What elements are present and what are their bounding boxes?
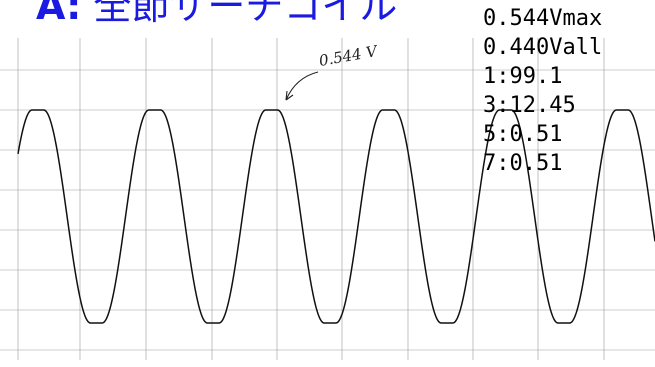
readout-harmonic-3: 3:12.45 xyxy=(483,93,576,118)
chart-title: A: 全節サーチコイル xyxy=(36,0,397,26)
waveform-trace xyxy=(17,109,655,324)
grid xyxy=(0,38,655,360)
readout-harmonic-1: 1:99.1 xyxy=(483,64,563,89)
readout-harmonic-5: 5:0.51 xyxy=(483,122,563,147)
peak-annotation-arrow xyxy=(285,71,319,101)
measurement-readout: 0.544Vmax 0.440Vall 1:99.1 3:12.45 5:0.5… xyxy=(483,4,602,178)
readout-max-voltage: 0.544Vmax xyxy=(483,6,603,31)
title-prefix: A: xyxy=(36,0,82,28)
peak-annotation-label: 0.544 V xyxy=(318,42,381,70)
readout-harmonic-7: 7:0.51 xyxy=(483,151,563,176)
title-text: 全節サーチコイル xyxy=(93,0,398,28)
readout-avg-voltage: 0.440Vall xyxy=(483,35,603,60)
